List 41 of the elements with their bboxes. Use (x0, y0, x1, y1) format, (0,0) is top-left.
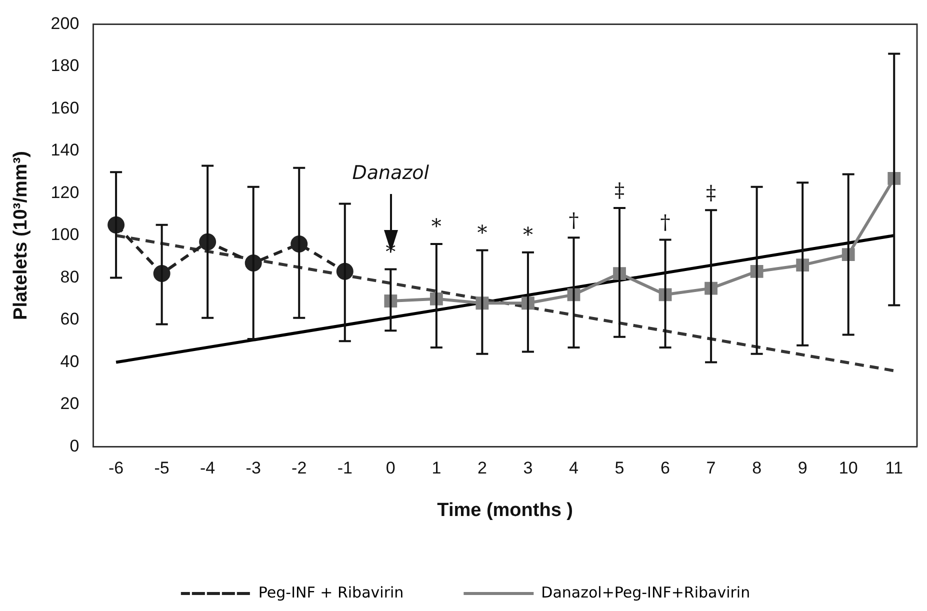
annotation: * (522, 222, 533, 247)
x-tick-label: -3 (246, 458, 261, 478)
x-tick-label: 6 (660, 458, 670, 478)
y-tick-label: 40 (60, 352, 80, 371)
x-tick-label: 3 (523, 458, 533, 478)
annotation: Danazol (352, 162, 430, 184)
y-tick-label: 140 (50, 140, 80, 160)
y-tick-label: 180 (50, 56, 80, 76)
annotation: ‡ (706, 180, 716, 204)
x-tick-label: 1 (432, 458, 442, 478)
x-tick-label: 9 (798, 458, 808, 478)
x-tick-label: 10 (838, 458, 858, 478)
y-tick-label: 200 (50, 14, 80, 33)
y-tick-label: 100 (50, 225, 80, 244)
legend-label: Danazol+Peg-INF+Ribavirin (541, 583, 750, 602)
annotation: † (660, 210, 670, 234)
x-tick-label: 7 (706, 458, 716, 478)
annotation: ‡ (614, 178, 625, 202)
x-tick-label: -6 (108, 458, 124, 478)
y-axis-title: Platelets (10³/mm³) (10, 151, 32, 320)
x-tick-label: 5 (614, 458, 624, 478)
annotation: * (431, 214, 442, 238)
y-tick-label: 120 (50, 182, 80, 202)
annotation: † (568, 208, 579, 232)
y-tick-label: 0 (70, 436, 80, 456)
x-tick-label: 11 (885, 458, 903, 478)
x-tick-label: -1 (337, 458, 352, 478)
x-tick-label: 2 (477, 458, 487, 478)
x-axis-title: Time (months ) (437, 500, 573, 521)
y-tick-label: 60 (60, 310, 80, 329)
x-tick-label: 4 (569, 458, 578, 478)
x-tick-label: -2 (292, 458, 307, 478)
x-tick-label: -5 (154, 458, 170, 478)
x-tick-label: 8 (752, 458, 762, 478)
legend-label: Peg-INF + Ribavirin (258, 583, 404, 602)
y-tick-label: 80 (60, 267, 80, 286)
y-tick-label: 160 (50, 98, 80, 118)
annotation: * (477, 220, 488, 244)
x-tick-label: -4 (200, 458, 216, 478)
y-tick-label: 20 (60, 394, 80, 414)
x-tick-label: 0 (386, 458, 396, 478)
